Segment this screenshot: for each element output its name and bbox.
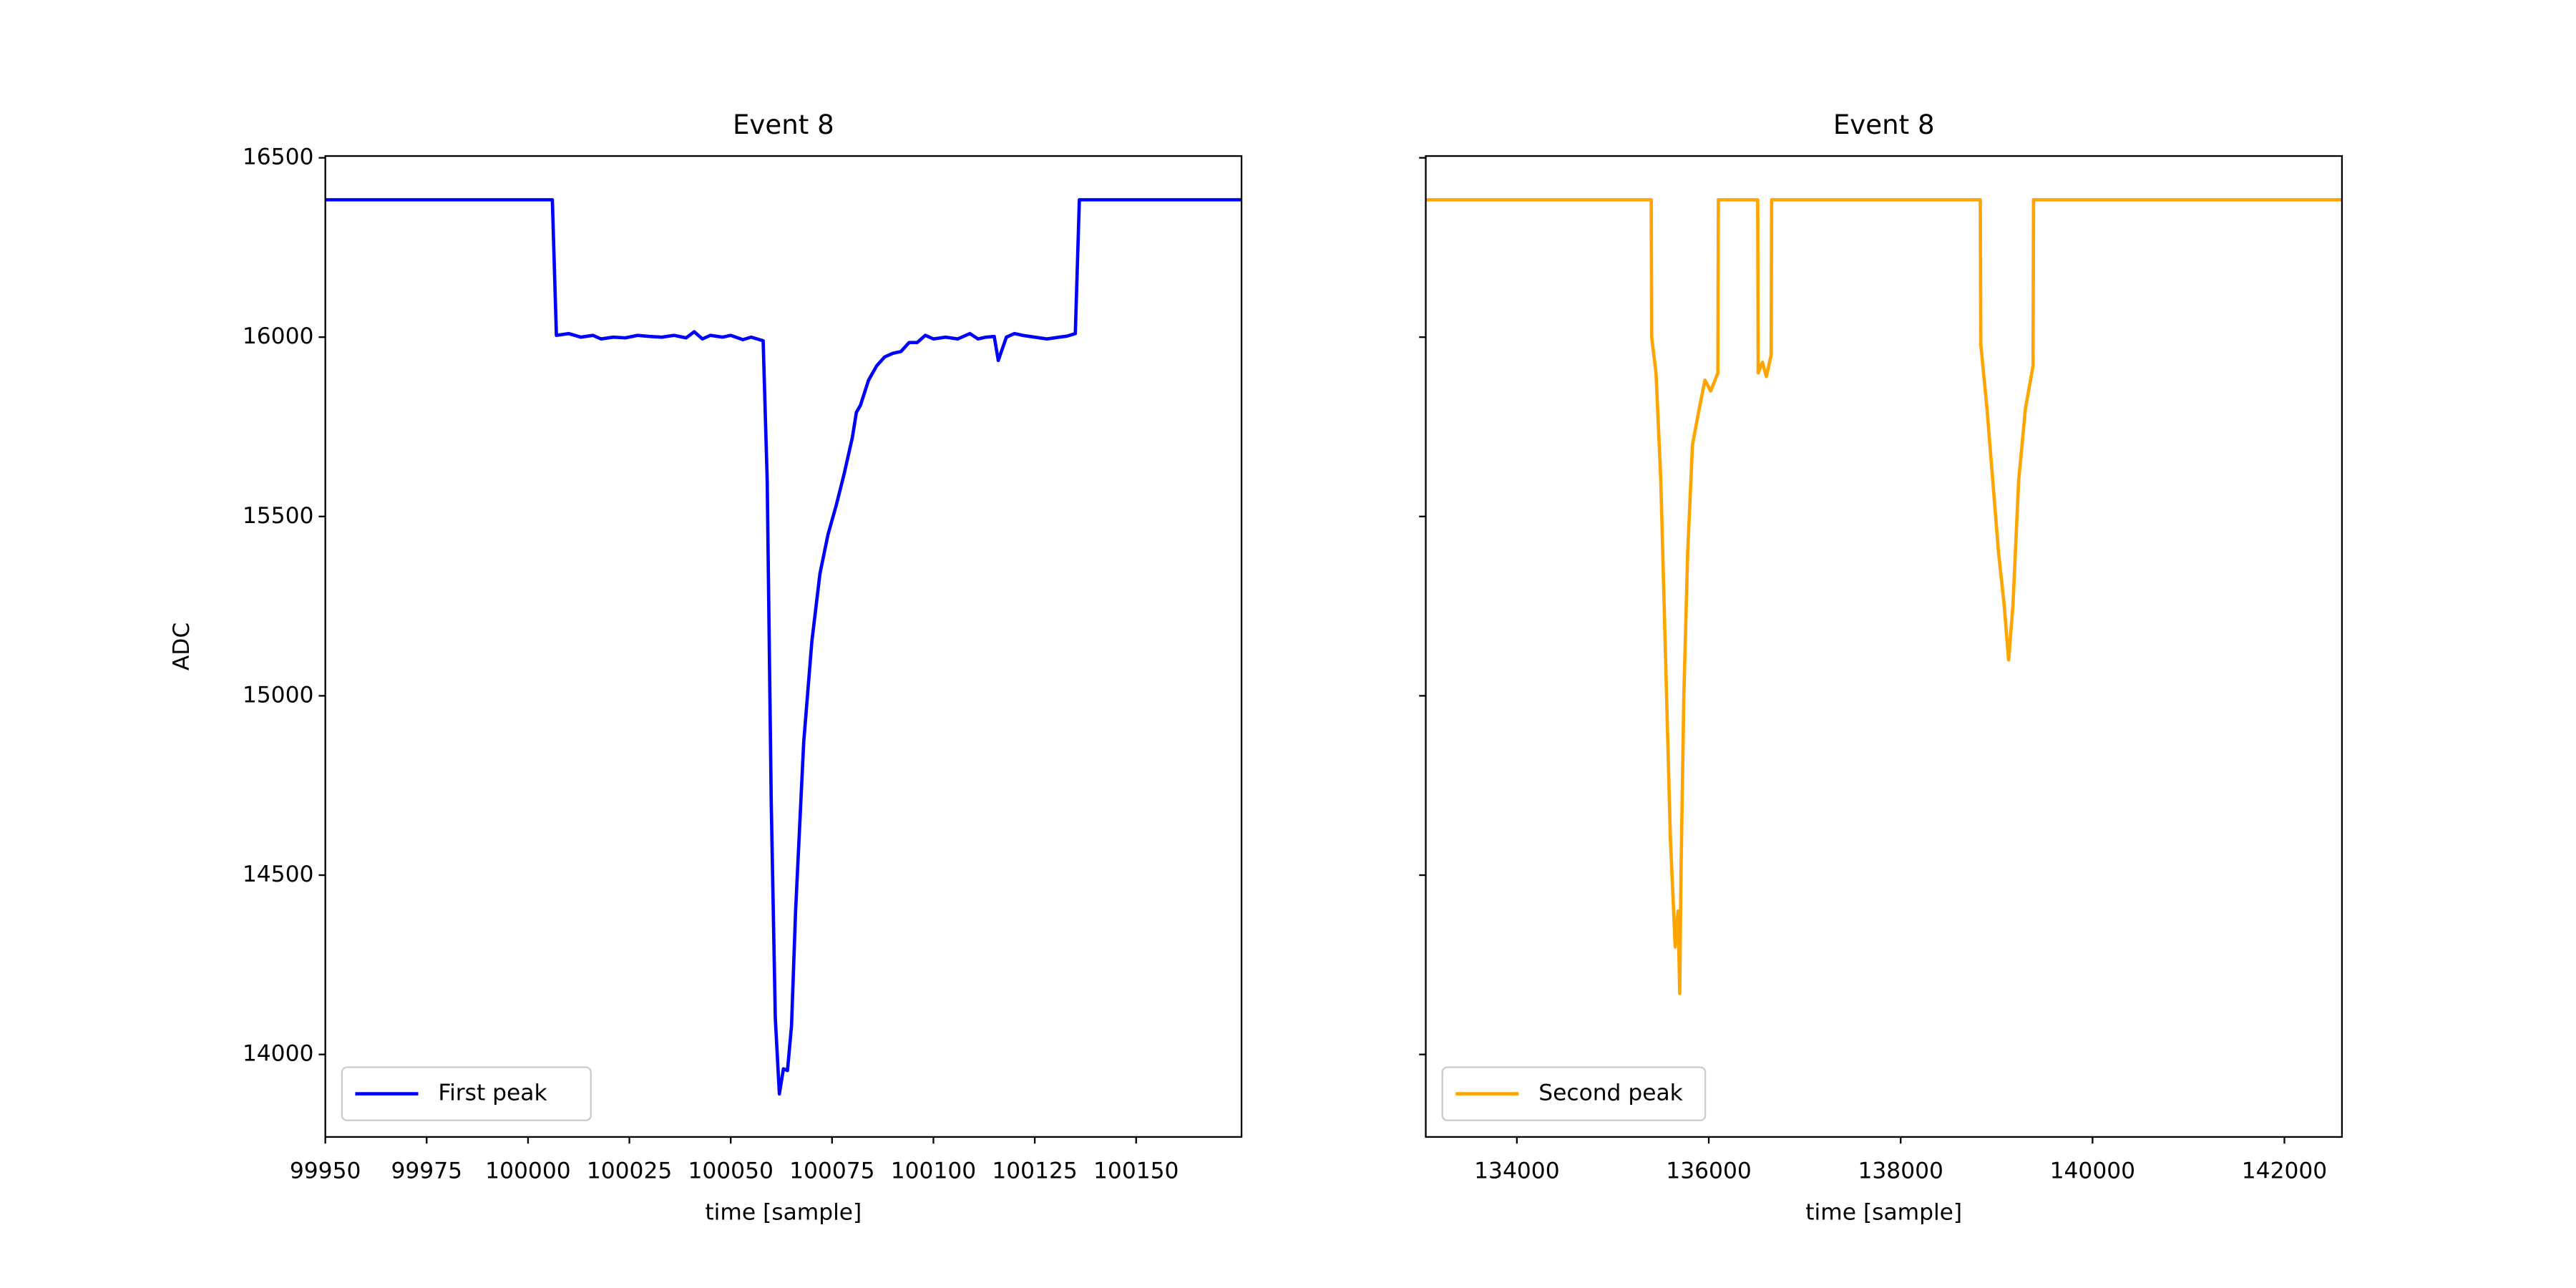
x-tick-label: 138000 (1858, 1158, 1943, 1184)
y-tick-label: 16000 (243, 323, 314, 349)
x-tick-label: 99975 (391, 1158, 462, 1184)
data-line (325, 197, 1242, 1096)
x-tick-label: 100125 (992, 1158, 1077, 1184)
x-axis-label: time [sample] (705, 1200, 862, 1226)
legend-box (1441, 1066, 1707, 1121)
x-tick-label: 100025 (587, 1158, 672, 1184)
legend-box (341, 1066, 592, 1121)
axes-frame (324, 155, 1243, 1138)
x-tick-label: 134000 (1474, 1158, 1559, 1184)
y-tick-label: 14000 (243, 1041, 314, 1067)
chart-title: Event 8 (1833, 109, 1935, 140)
x-tick-label: 100100 (891, 1158, 976, 1184)
x-tick-label: 100075 (789, 1158, 874, 1184)
x-tick-label: 142000 (2242, 1158, 2327, 1184)
axes-frame (1425, 155, 2343, 1138)
y-axis-label: ADC (169, 623, 195, 670)
x-tick-label: 99950 (290, 1158, 361, 1184)
data-line (1425, 197, 2342, 995)
y-tick-label: 15000 (243, 682, 314, 708)
y-tick-label: 14500 (243, 862, 314, 887)
legend-label: First peak (438, 1080, 547, 1106)
x-tick-label: 100150 (1093, 1158, 1179, 1184)
x-tick-label: 140000 (2050, 1158, 2135, 1184)
y-tick-label: 16500 (243, 145, 314, 170)
legend-label: Second peak (1538, 1080, 1683, 1106)
chart-title: Event 8 (733, 109, 834, 140)
y-tick-label: 15500 (243, 503, 314, 529)
x-axis-label: time [sample] (1805, 1200, 1962, 1226)
x-tick-label: 100000 (485, 1158, 570, 1184)
x-tick-label: 100050 (688, 1158, 773, 1184)
x-tick-label: 136000 (1666, 1158, 1751, 1184)
